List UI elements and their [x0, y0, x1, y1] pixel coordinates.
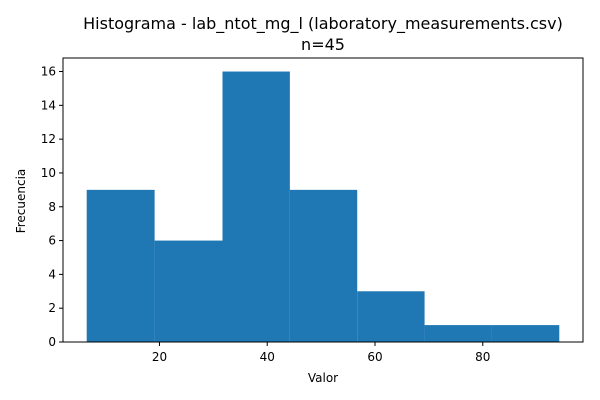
bars-group: [86, 71, 560, 343]
y-tick-label: 2: [48, 301, 56, 315]
chart-title: Histograma - lab_ntot_mg_l (laboratory_m…: [83, 14, 563, 34]
y-axis-ticks: 0 2 4 6 8 10 12 14 16: [41, 65, 63, 349]
x-tick-label: 80: [475, 350, 490, 364]
y-tick-label: 12: [41, 132, 56, 146]
histogram-bar-5: [357, 291, 425, 342]
y-tick-label: 6: [48, 234, 56, 248]
y-tick-label: 4: [48, 267, 56, 281]
chart-subtitle: n=45: [301, 35, 345, 54]
x-axis-ticks: 20 40 60 80: [152, 342, 490, 364]
x-tick-label: 60: [367, 350, 382, 364]
y-tick-label: 14: [41, 98, 56, 112]
y-tick-label: 10: [41, 166, 56, 180]
y-tick-label: 0: [48, 335, 56, 349]
histogram-bar-1: [86, 189, 155, 342]
y-tick-label: 8: [48, 200, 56, 214]
histogram-bar-3: [222, 71, 290, 343]
histogram-bar-6: [424, 325, 492, 342]
y-tick-label: 16: [41, 65, 56, 79]
histogram-bar-7: [491, 325, 560, 342]
plot-frame: [62, 57, 584, 343]
y-axis-label: Frecuencia: [14, 169, 28, 234]
x-axis-label: Valor: [308, 371, 338, 385]
histogram-bar-4: [289, 189, 358, 342]
x-tick-label: 20: [152, 350, 167, 364]
x-tick-label: 40: [260, 350, 275, 364]
histogram-bar-2: [154, 240, 223, 342]
